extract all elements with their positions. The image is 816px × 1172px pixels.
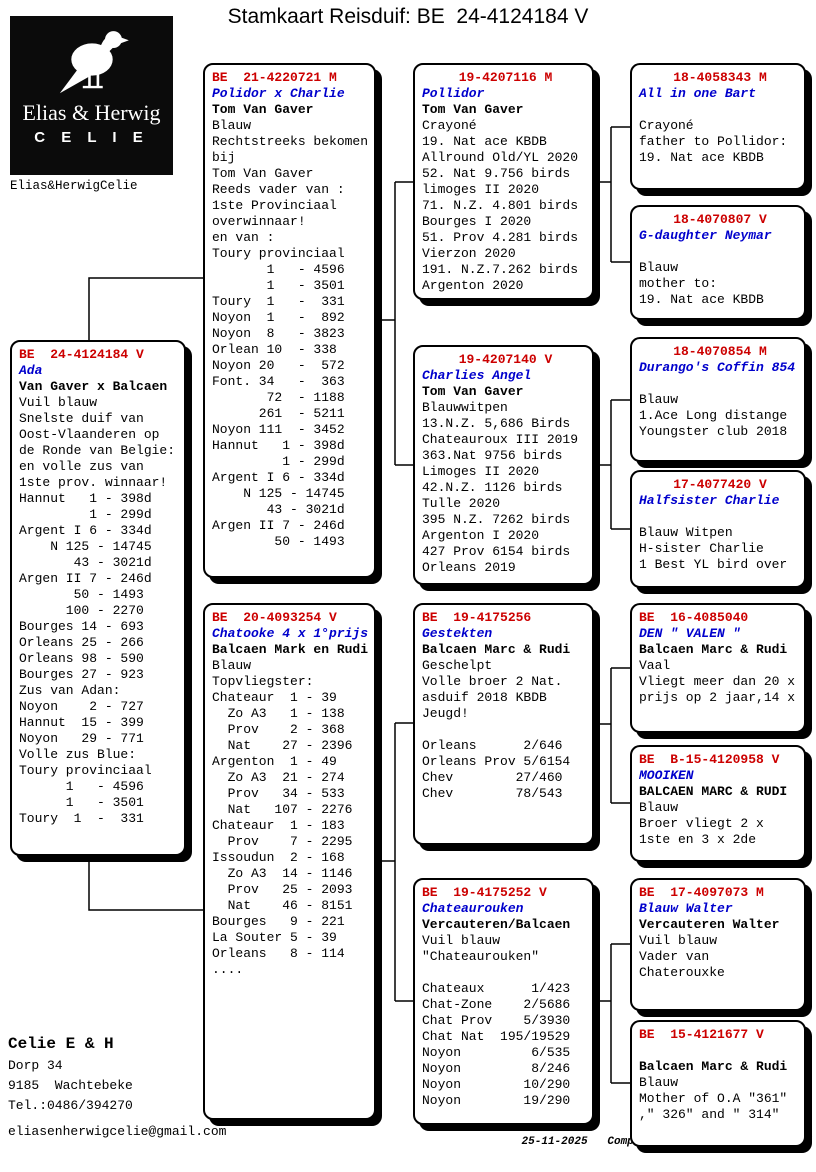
pigeon-details: Blauw mother to: 19. Nat ace KBDB <box>639 260 764 307</box>
pigeon-name: G-daughter Neymar <box>639 228 772 243</box>
fancier-name <box>639 376 801 392</box>
pedigree-box-subject: BE 24-4124184 V Ada Van Gaver x Balcaen … <box>10 340 186 856</box>
ring-number: BE 20-4093254 V <box>212 610 337 625</box>
pedigree-box-sdd: 17-4077420 V Halfsister Charlie Blauw Wi… <box>630 470 806 588</box>
pigeon-details: Vaal Vliegt meer dan 20 x prijs op 2 jaa… <box>639 658 796 705</box>
contact-name: Celie E & H <box>8 1035 114 1053</box>
ring-number: 17-4077420 V <box>673 477 767 492</box>
pigeon-details: Crayoné father to Pollidor: 19. Nat ace … <box>639 118 788 165</box>
pigeon-details: Blauw 1.Ace Long distange Youngster club… <box>639 392 788 439</box>
pigeon-details: Crayoné 19. Nat ace KBDB Allround Old/YL… <box>422 118 579 293</box>
contact-phone: Tel.:0486/394270 <box>8 1098 133 1113</box>
ring-number: BE 19-4175256 <box>422 610 532 625</box>
ring-number: 19-4207140 V <box>458 352 553 367</box>
ring-number: BE 19-4175252 V <box>422 885 547 900</box>
contact-address-line1: Dorp 34 <box>8 1058 63 1073</box>
pigeon-details: Blauw Mother of O.A "361" ," 326" and " … <box>639 1075 788 1122</box>
pigeon-name: Ada <box>19 363 43 378</box>
pigeon-icon <box>59 31 129 94</box>
fancier-name: Vercauteren Walter <box>639 917 780 932</box>
ring-number: BE 17-4097073 M <box>639 885 764 900</box>
ring-number: 19-4207116 M <box>458 70 553 85</box>
pigeon-name: Polidor x Charlie <box>212 86 345 101</box>
fancier-name: Van Gaver x Balcaen <box>19 379 168 394</box>
pedigree-box-sire: BE 21-4220721 M Polidor x Charlie Tom Va… <box>203 63 376 578</box>
fancier-name <box>639 244 801 260</box>
ring-number: BE B-15-4120958 V <box>639 752 780 767</box>
contact-email: eliasenherwigcelie@gmail.com <box>8 1124 227 1139</box>
fancier-name: Tom Van Gaver <box>422 384 524 399</box>
pigeon-name: MOOIKEN <box>639 768 694 783</box>
pigeon-name: All in one Bart <box>639 86 757 101</box>
pedigree-box-dsd: BE B-15-4120958 V MOOIKEN BALCAEN MARC &… <box>630 745 806 862</box>
pigeon-details: Vuil blauw Vader van Chaterouxke <box>639 933 725 980</box>
pigeon-details: Blauw Topvliegster: Chateaur 1 - 39 Zo A… <box>212 658 353 977</box>
pedigree-box-sire-dam: 19-4207140 V Charlies Angel Tom Van Gave… <box>413 345 594 585</box>
pigeon-name: Halfsister Charlie <box>639 493 780 508</box>
pigeon-details: Blauw Rechtstreeks bekomen bij Tom Van G… <box>212 118 369 549</box>
pedigree-box-dds: BE 17-4097073 M Blauw Walter Vercauteren… <box>630 878 806 1011</box>
ring-number: BE 15-4121677 V <box>639 1027 764 1042</box>
pigeon-details: Blauw Broer vliegt 2 x 1ste en 3 x 2de <box>639 800 764 847</box>
pedigree-box-ssd: 18-4070807 V G-daughter Neymar Blauw mot… <box>630 205 806 320</box>
brand-caption: Elias&HerwigCelie <box>10 179 138 193</box>
fancier-name: Balcaen Mark en Rudi <box>212 642 369 657</box>
pigeon-name: Chatooke 4 x 1°prijs <box>212 626 369 641</box>
pedigree-box-ddd: BE 15-4121677 V Balcaen Marc & Rudi Blau… <box>630 1020 806 1147</box>
ring-number: 18-4070807 V <box>673 212 767 227</box>
brand-logo: Elias & Herwig C E L I E <box>10 16 173 175</box>
pedigree-box-sds: 18-4070854 M Durango's Coffin 854 Blauw … <box>630 337 806 462</box>
brand-subname: C E L I E <box>34 129 149 146</box>
ring-number: 18-4070854 M <box>673 344 767 359</box>
fancier-name <box>639 509 801 525</box>
ring-number: BE 21-4220721 M <box>212 70 337 85</box>
fancier-name: Balcaen Marc & Rudi <box>639 642 788 657</box>
pigeon-name: Blauw Walter <box>639 901 733 916</box>
contact-block: Celie E & H Dorp 34 9185 Wachtebeke Tel.… <box>8 1032 133 1116</box>
ring-number: BE 24-4124184 V <box>19 347 144 362</box>
pigeon-name: Charlies Angel <box>422 368 532 383</box>
fancier-name <box>639 102 801 118</box>
pigeon-name <box>639 1043 801 1059</box>
pigeon-details: Vuil blauw Snelste duif van Oost-Vlaande… <box>19 395 176 826</box>
pigeon-name: Pollidor <box>422 86 485 101</box>
pigeon-details: Blauwwitpen 13.N.Z. 5,686 Birds Chateaur… <box>422 400 579 575</box>
brand-name: Elias & Herwig <box>22 100 161 125</box>
contact-address-line2: 9185 Wachtebeke <box>8 1078 133 1093</box>
pigeon-name: Chateaurouken <box>422 901 524 916</box>
pigeon-name: Durango's Coffin 854 <box>639 360 796 375</box>
pedigree-box-sss: 18-4058343 M All in one Bart Crayoné fat… <box>630 63 806 190</box>
pedigree-box-dam-dam: BE 19-4175252 V Chateaurouken Vercautere… <box>413 878 594 1125</box>
ring-number: BE 16-4085040 <box>639 610 749 625</box>
fancier-name: BALCAEN MARC & RUDI <box>639 784 788 799</box>
fancier-name: Tom Van Gaver <box>422 102 524 117</box>
pigeon-details: Geschelpt Volle broer 2 Nat. asduif 2018… <box>422 658 571 801</box>
fancier-name: Balcaen Marc & Rudi <box>639 1059 788 1074</box>
pedigree-box-dam-sire: BE 19-4175256 Gestekten Balcaen Marc & R… <box>413 603 594 845</box>
pigeon-name: DEN " VALEN " <box>639 626 741 641</box>
pigeon-details: Blauw Witpen H-sister Charlie 1 Best YL … <box>639 525 788 572</box>
pigeon-name: Gestekten <box>422 626 493 641</box>
pedigree-box-sire-sire: 19-4207116 M Pollidor Tom Van Gaver Cray… <box>413 63 594 300</box>
fancier-name: Balcaen Marc & Rudi <box>422 642 571 657</box>
fancier-name: Tom Van Gaver <box>212 102 314 117</box>
pigeon-details: Vuil blauw "Chateaurouken" Chateaux 1/42… <box>422 933 571 1108</box>
page-title: Stamkaart Reisduif: BE 24-4124184 V <box>227 5 589 28</box>
pedigree-box-dam: BE 20-4093254 V Chatooke 4 x 1°prijs Bal… <box>203 603 376 1120</box>
ring-number: 18-4058343 M <box>673 70 767 85</box>
fancier-name: Vercauteren/Balcaen <box>422 917 571 932</box>
pedigree-box-dss: BE 16-4085040 DEN " VALEN " Balcaen Marc… <box>630 603 806 733</box>
